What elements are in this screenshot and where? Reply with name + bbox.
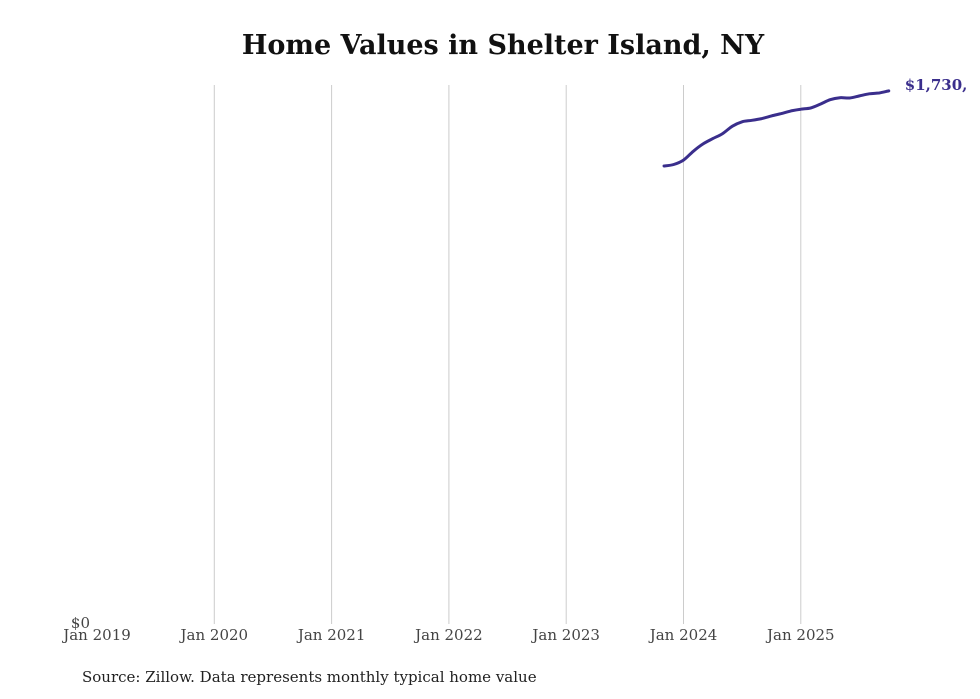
gridlines bbox=[213, 85, 802, 624]
x-tick-label: Jan 2021 bbox=[296, 626, 366, 644]
x-tick-label: Jan 2020 bbox=[179, 626, 249, 644]
y-tick-label: $0 bbox=[71, 614, 90, 632]
x-tick-label: Jan 2025 bbox=[765, 626, 835, 644]
series-line bbox=[662, 89, 891, 168]
x-tick-label: Jan 2022 bbox=[413, 626, 483, 644]
end-value-label: $1,730, bbox=[905, 76, 968, 94]
series-layer: $1,730, bbox=[662, 76, 968, 168]
y-axis-ticks: $0 bbox=[71, 614, 90, 632]
x-tick-label: Jan 2023 bbox=[530, 626, 600, 644]
chart-title: Home Values in Shelter Island, NY bbox=[241, 30, 765, 61]
x-axis-ticks: Jan 2019 Jan 2020 Jan 2021 Jan 2022 Jan 2023… bbox=[61, 626, 834, 644]
x-tick-label: Jan 2019 bbox=[61, 626, 131, 644]
x-tick-label: Jan 2024 bbox=[648, 626, 718, 644]
source-note: Source: Zillow. Data represents monthly … bbox=[82, 668, 537, 686]
